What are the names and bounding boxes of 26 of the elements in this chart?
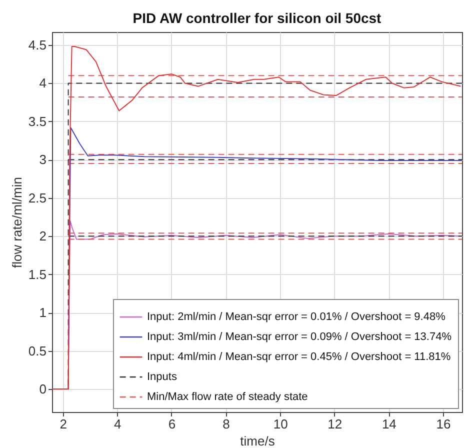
chart-title: PID AW controller for silicon oil 50cst (132, 10, 382, 26)
y-tick-label: 4.5 (28, 38, 46, 52)
legend-label: Input: 3ml/min / Mean-sqr error = 0.09% / Overshoot = 13.74% (147, 331, 452, 343)
x-tick-label: 14 (382, 416, 396, 432)
y-tick-label: 0 (39, 382, 46, 397)
x-tick-label: 10 (273, 416, 288, 432)
x-tick-label: 16 (436, 416, 451, 432)
x-tick-label: 4 (114, 416, 122, 432)
legend-label: Min/Max flow rate of steady state (147, 391, 308, 403)
y-tick-label: 2 (39, 228, 46, 244)
x-tick-label: 6 (168, 416, 176, 432)
y-axis-title: flow rate/ml/min (9, 176, 24, 268)
y-tick-label: 3 (39, 152, 46, 168)
legend-label: Input: 2ml/min / Mean-sqr error = 0.01% / Overshoot = 9.48% (147, 311, 446, 323)
y-tick-label: 1 (39, 305, 46, 320)
y-tick-label: 2.5 (28, 190, 46, 206)
y-tick-label: 4 (39, 76, 46, 91)
x-tick-label: 2 (60, 416, 67, 432)
legend-label: Inputs (147, 371, 178, 383)
x-axis-title: time/s (240, 434, 276, 448)
y-tick-label: 3.5 (28, 114, 46, 129)
y-tick-label: 0.5 (28, 343, 46, 358)
x-tick-label: 12 (328, 416, 342, 432)
legend-label: Input: 4ml/min / Mean-sqr error = 0.45% / Overshoot = 11.81% (147, 351, 451, 363)
y-tick-label: 1.5 (28, 266, 46, 282)
x-tick-label: 8 (222, 416, 230, 432)
